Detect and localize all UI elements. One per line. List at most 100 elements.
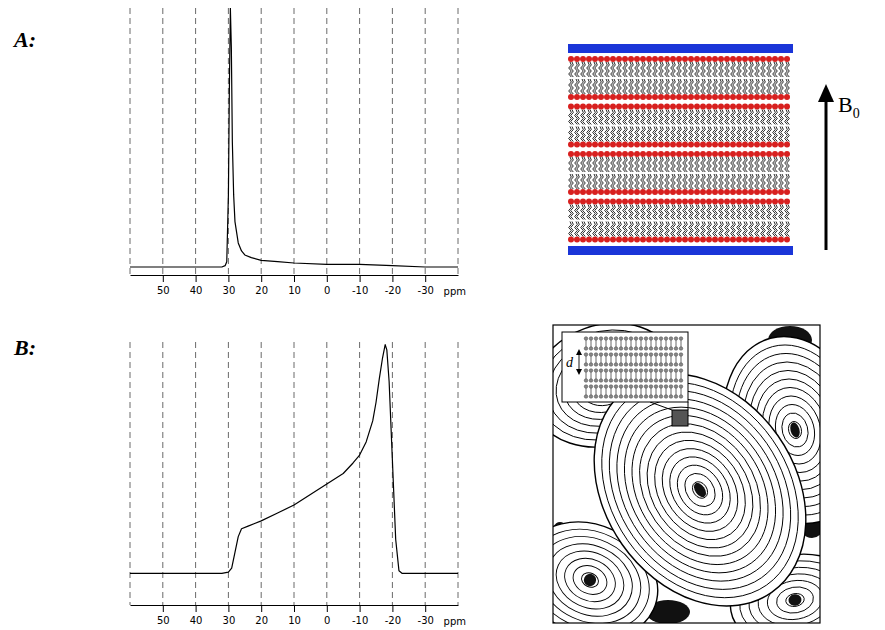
lipid-head — [682, 151, 688, 157]
lipid-head — [754, 189, 760, 195]
lipid-head — [659, 347, 663, 351]
lipid-head — [669, 337, 673, 341]
lipid-head — [664, 199, 670, 205]
lipid-tail — [601, 356, 602, 363]
lipid-tail — [781, 62, 784, 77]
lipid-tail — [577, 222, 580, 237]
lipid-head — [589, 369, 593, 373]
lipid-head — [730, 199, 736, 205]
lipid-head — [724, 151, 730, 157]
panel-label: A: — [12, 27, 36, 52]
lipid-tail — [697, 174, 700, 189]
lipid-tail — [589, 79, 592, 94]
lipid-head — [592, 56, 598, 62]
lipid-tail — [745, 157, 748, 172]
lipid-head — [589, 385, 593, 389]
lipid-tail — [763, 127, 766, 142]
lipid-head — [592, 199, 598, 205]
lipid-tail — [697, 127, 700, 142]
lipid-head — [754, 151, 760, 157]
lipid-head — [580, 199, 586, 205]
lipid-tail — [666, 356, 667, 363]
lipid-head — [599, 385, 603, 389]
lipid-head — [669, 395, 673, 399]
tick-label: 10 — [288, 615, 301, 626]
lipid-head — [659, 395, 663, 399]
tick: 10 — [288, 605, 301, 626]
glass-plate — [568, 246, 793, 255]
lipid-tail — [769, 174, 772, 189]
lipid-head — [718, 56, 724, 62]
lipid-tail — [621, 340, 622, 347]
lipid-head — [772, 104, 778, 110]
lipid-tail — [636, 388, 637, 395]
lipid-head — [574, 142, 580, 148]
lipid-head — [674, 337, 678, 341]
lipid-tail — [637, 62, 640, 77]
lipid-head — [574, 94, 580, 100]
lipid-head — [584, 385, 588, 389]
lipid-head — [700, 56, 706, 62]
tick-mark — [163, 605, 164, 612]
lipid-tail — [757, 205, 760, 220]
lipid-head — [736, 151, 742, 157]
tick-label: 40 — [190, 615, 203, 626]
lipid-head — [778, 104, 784, 110]
lipid-tail — [606, 340, 607, 347]
lipid-tail — [655, 174, 658, 189]
tick-mark — [261, 275, 262, 282]
lipid-head — [568, 237, 574, 243]
lipid-head — [652, 189, 658, 195]
lipid-tail — [757, 110, 760, 125]
tick-label: 20 — [255, 285, 268, 296]
lipid-tail — [577, 110, 580, 125]
lipid-head — [584, 395, 588, 399]
lipid-tail — [691, 222, 694, 237]
lipid-tail — [691, 110, 694, 125]
field-arrow — [825, 100, 828, 250]
lipid-tail — [673, 127, 676, 142]
lipid-tail — [625, 127, 628, 142]
lipid-tail — [691, 127, 694, 142]
lipid-tail — [601, 127, 604, 142]
lipid-head — [622, 94, 628, 100]
lipid-head — [592, 94, 598, 100]
lipid-head — [674, 363, 678, 367]
lipid-head — [669, 353, 673, 357]
lipid-tail — [607, 222, 610, 237]
lipid-tail — [596, 356, 597, 363]
lipid-head — [679, 369, 683, 373]
grid-line — [162, 342, 163, 605]
lipid-head — [669, 385, 673, 389]
lipid-head — [700, 94, 706, 100]
lipid-head — [694, 199, 700, 205]
lipid-head — [674, 395, 678, 399]
tick-mark — [392, 275, 393, 282]
lipid-head — [644, 347, 648, 351]
lipid-tail — [685, 127, 688, 142]
lipid-tail — [685, 157, 688, 172]
lipid-head — [736, 56, 742, 62]
lipid-head — [634, 385, 638, 389]
lipid-head — [718, 142, 724, 148]
lipid-tail — [787, 157, 790, 172]
lipid-tail — [673, 157, 676, 172]
lipid-tail — [577, 62, 580, 77]
lipid-head — [654, 363, 658, 367]
lipid-head — [652, 56, 658, 62]
lipid-head — [778, 142, 784, 148]
lipid-head — [594, 395, 598, 399]
lipid-tail — [641, 356, 642, 363]
lipid-tail — [636, 356, 637, 363]
lipid-tail — [631, 62, 634, 77]
grid-line — [425, 342, 426, 605]
lipid-head — [589, 353, 593, 357]
lipid-head — [676, 56, 682, 62]
lipid-tail — [733, 157, 736, 172]
lipid-head — [609, 369, 613, 373]
lipid-head — [580, 237, 586, 243]
lipid-tail — [586, 372, 587, 379]
lipid-head — [688, 94, 694, 100]
tick: -10 — [352, 605, 368, 626]
lipid-tail — [649, 222, 652, 237]
